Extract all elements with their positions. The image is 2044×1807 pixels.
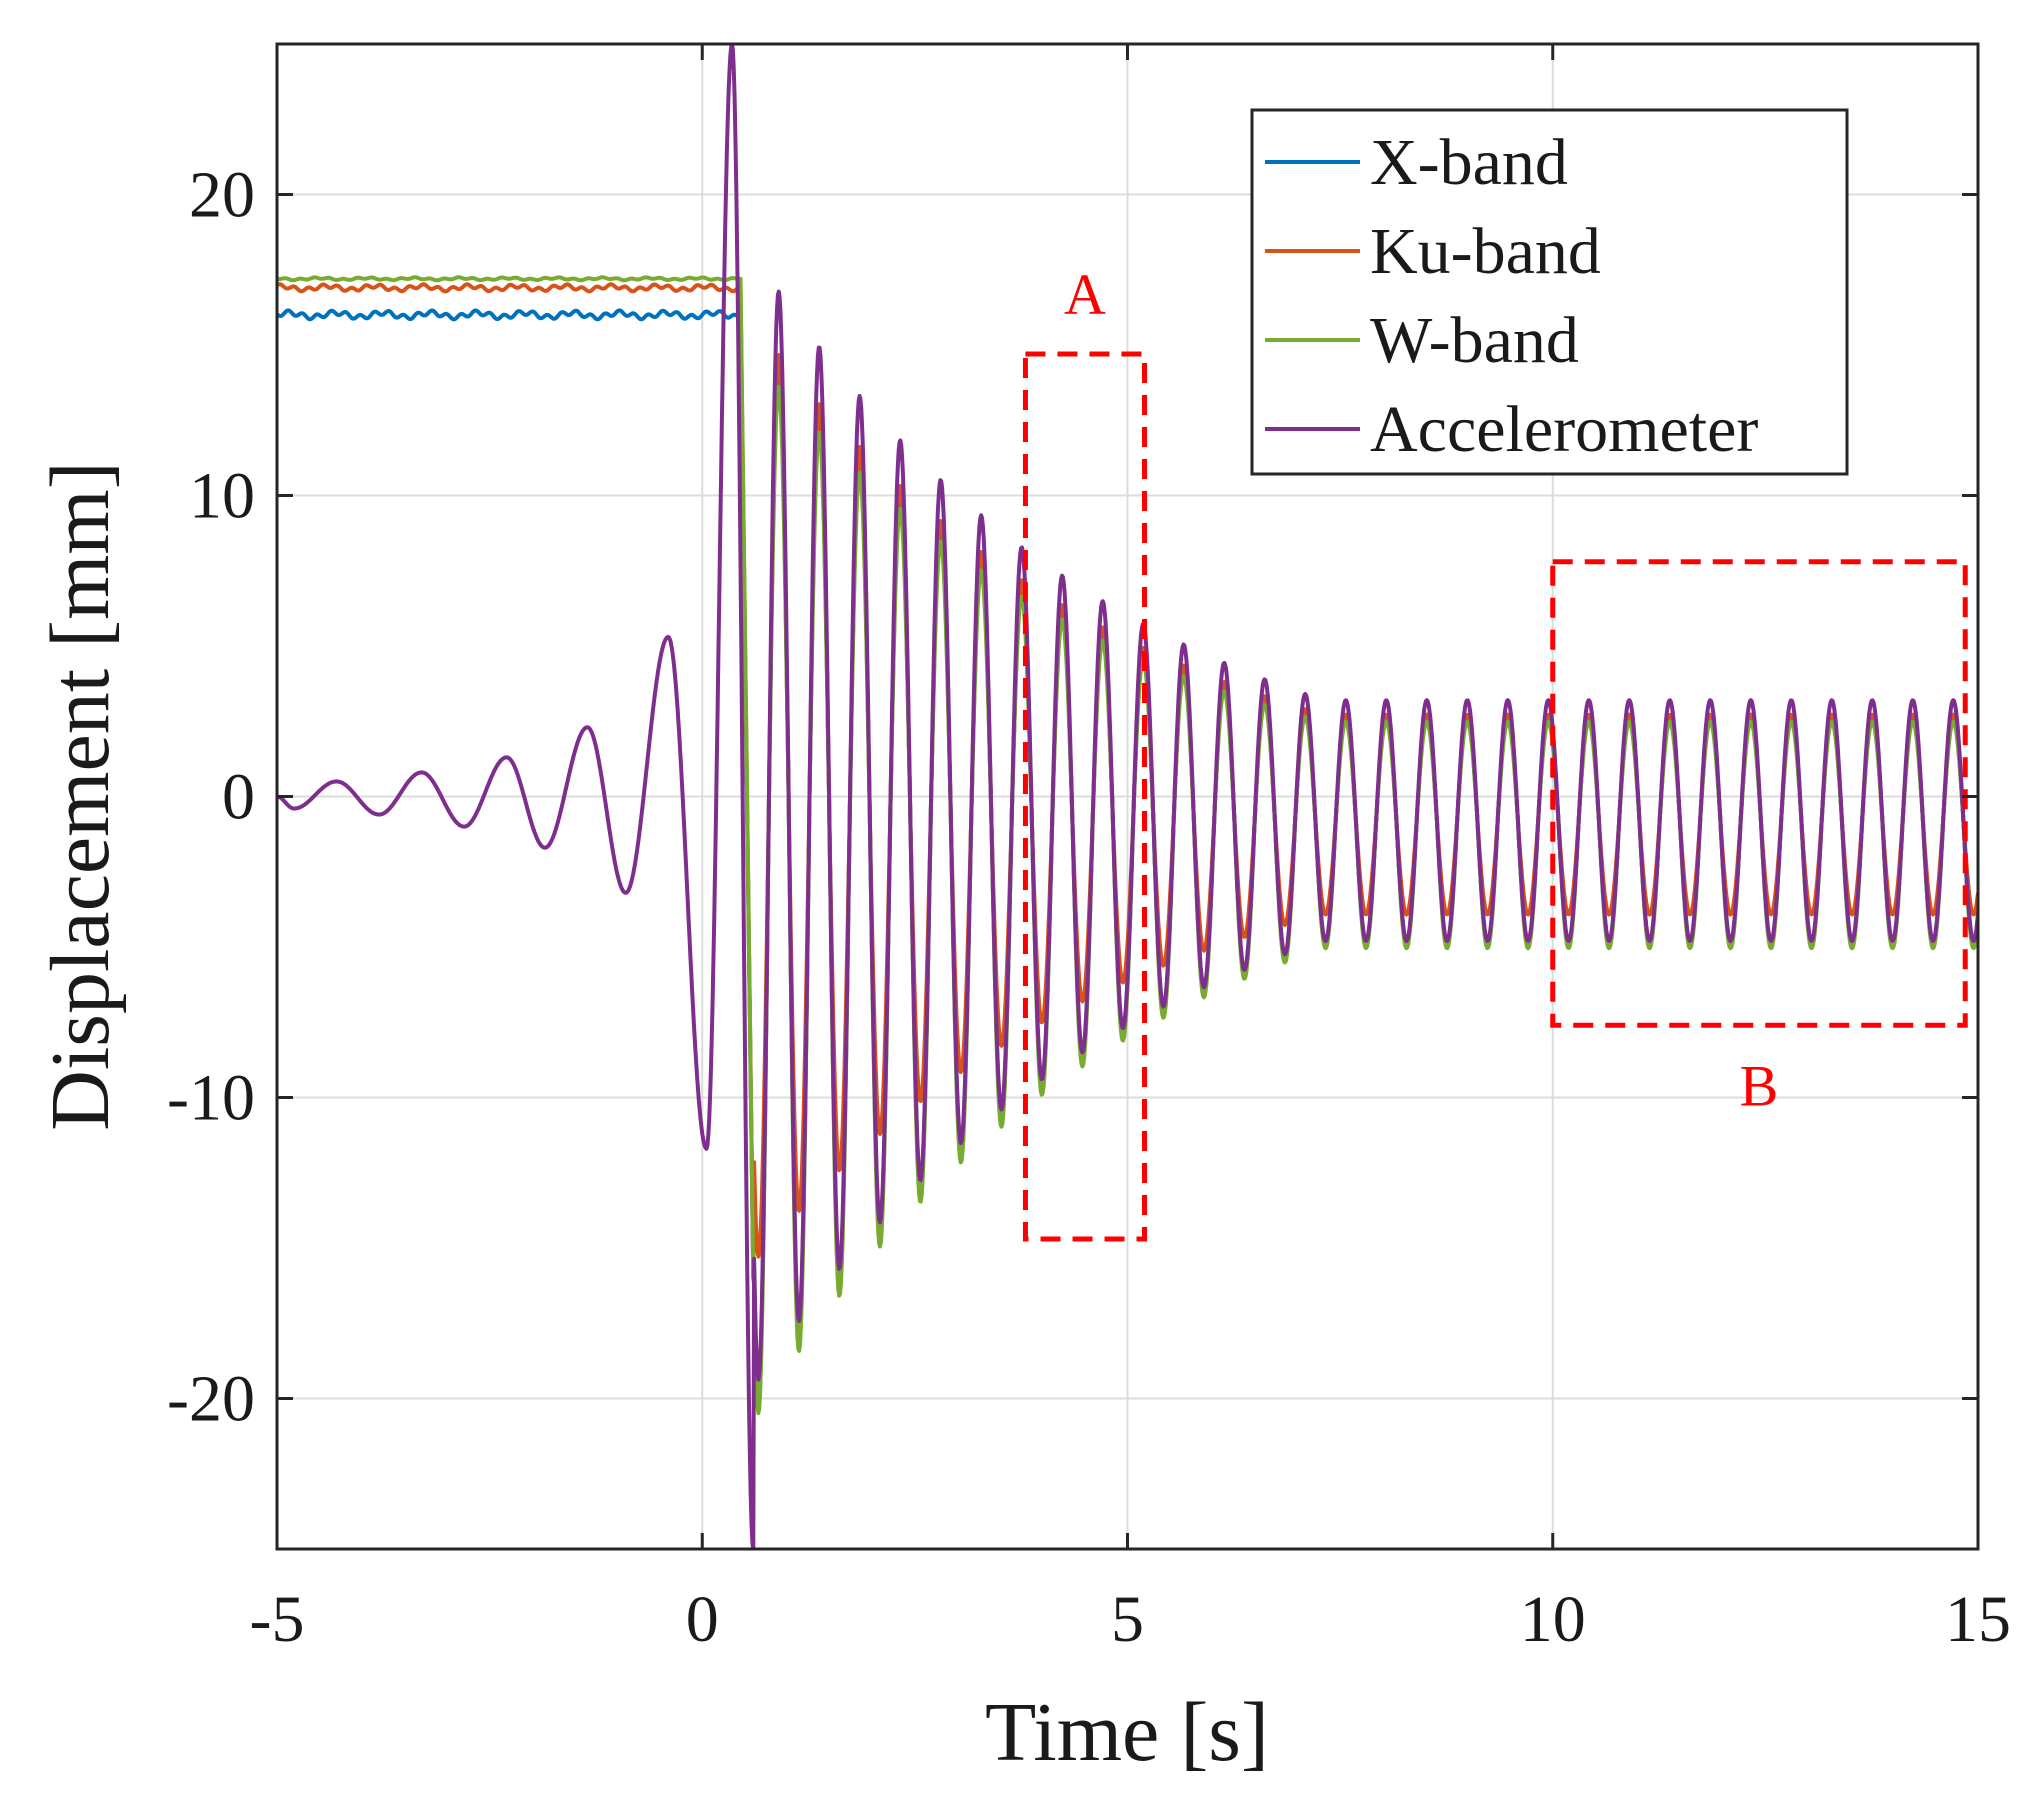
legend: X-band Ku-band W-band Accelerometer bbox=[1250, 108, 1849, 476]
legend-label: Ku-band bbox=[1370, 215, 1601, 288]
x-tick-label: 10 bbox=[1520, 1583, 1586, 1656]
y-tick-label: 10 bbox=[189, 460, 255, 533]
annotation-label-b: B bbox=[1740, 1053, 1779, 1118]
legend-label: X-band bbox=[1370, 126, 1568, 199]
x-tick-label: 5 bbox=[1111, 1583, 1144, 1656]
y-tick-label: -20 bbox=[167, 1363, 255, 1436]
y-axis-title: Displacement [mm] bbox=[34, 461, 127, 1130]
y-tick-label: 0 bbox=[222, 761, 255, 834]
legend-box bbox=[1250, 108, 1849, 476]
x-tick-label: 0 bbox=[686, 1583, 719, 1656]
y-tick-label: 20 bbox=[189, 159, 255, 232]
x-tick-label: 15 bbox=[1945, 1583, 2011, 1656]
annotation-label-a: A bbox=[1064, 262, 1106, 327]
x-tick-labels: -5 0 5 10 15 bbox=[250, 1583, 2011, 1656]
legend-label: Accelerometer bbox=[1370, 393, 1758, 466]
annotation-box-a bbox=[1022, 351, 1148, 1242]
annotation-box-b bbox=[1550, 559, 1968, 1028]
series-group bbox=[277, 44, 1978, 1549]
y-tick-labels: -20 -10 0 10 20 bbox=[167, 159, 255, 1436]
axis-ticks bbox=[275, 44, 1980, 1549]
series-line-accelerometer bbox=[277, 44, 1978, 1549]
x-axis-title: Time [s] bbox=[985, 1686, 1269, 1779]
y-tick-label: -10 bbox=[167, 1062, 255, 1135]
x-tick-label: -5 bbox=[250, 1583, 305, 1656]
legend-label: W-band bbox=[1370, 304, 1579, 377]
annotation-group: AB bbox=[1022, 262, 1968, 1242]
